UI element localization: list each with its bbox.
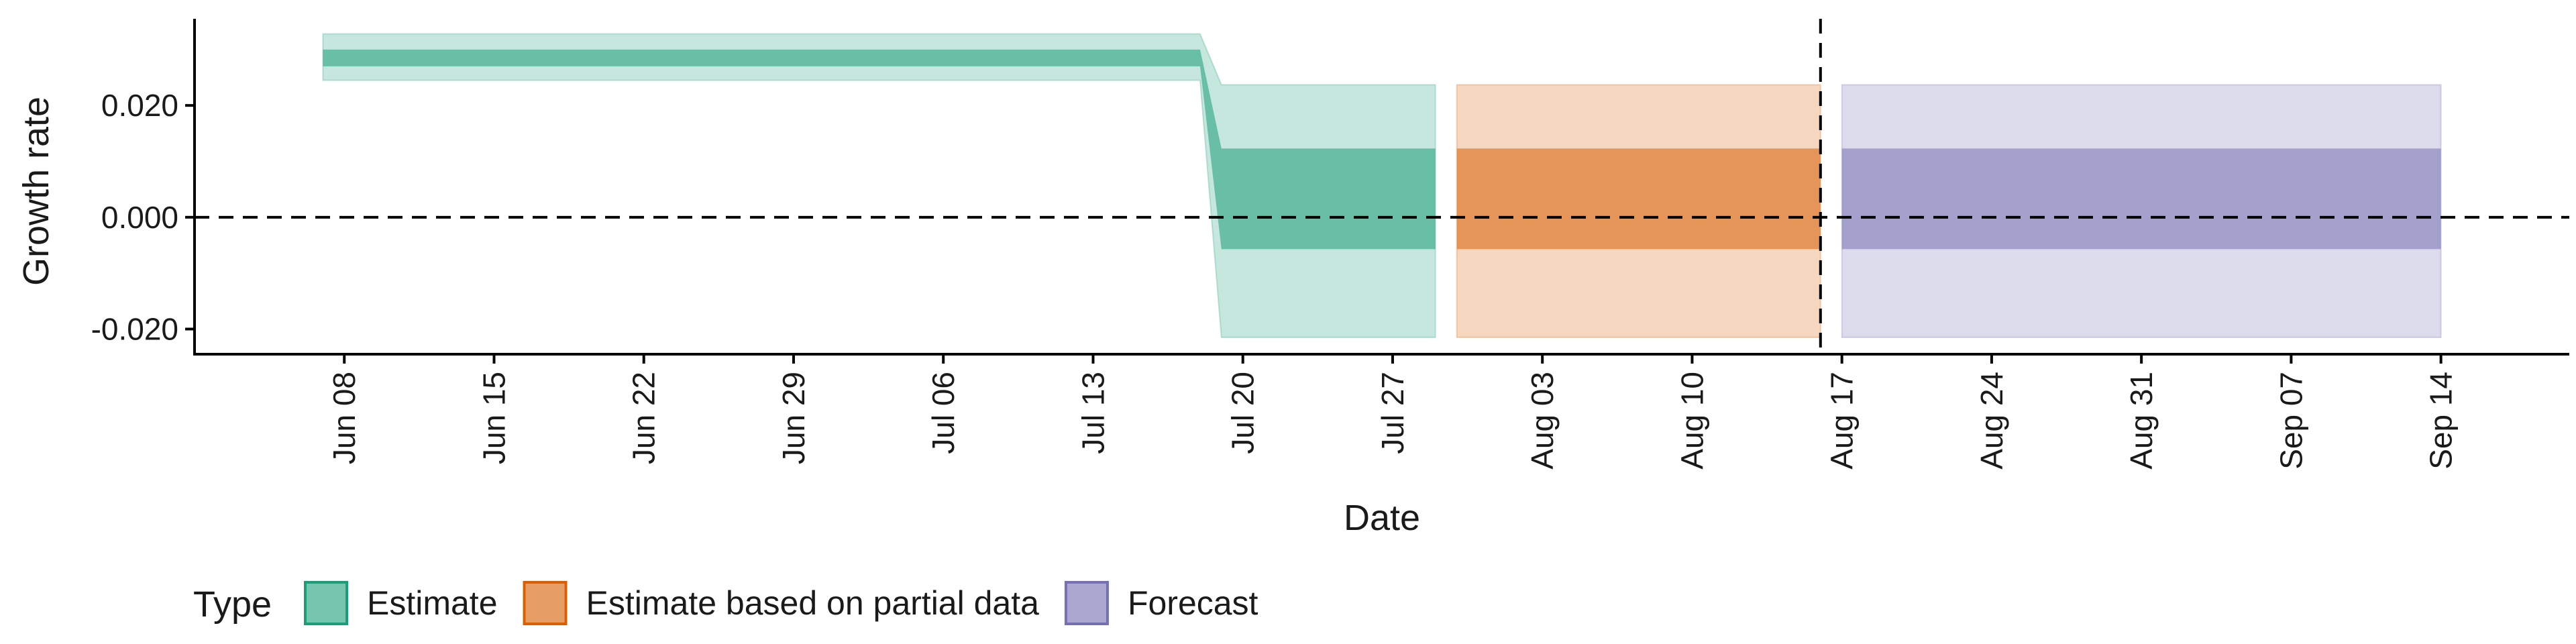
series-3 <box>1841 84 2442 338</box>
x-tick-label: Aug 03 <box>1525 372 1560 470</box>
x-axis-ticks: Jun 08 Jun 15 Jun 22 Jun 29 Jul 06 Jul 13 Jul … <box>327 354 2459 470</box>
x-tick-label: Jun 15 <box>476 372 511 464</box>
x-tick-label: Aug 31 <box>2124 372 2159 470</box>
x-axis-title: Date <box>1344 498 1420 538</box>
legend-label-2: Estimate based on partial data <box>586 584 1040 622</box>
x-tick-label: Jun 29 <box>776 372 811 464</box>
x-tick-label: Jul 06 <box>926 372 961 454</box>
series-2 <box>1456 84 1821 338</box>
bands <box>322 33 2442 338</box>
series-1 <box>322 33 1436 338</box>
plot-panel: -0.020 0.000 0.020 Jun 08 Jun 15 Jun 22 Jun 2… <box>91 19 2569 470</box>
legend-key-2 <box>523 581 568 625</box>
legend-label-1: Estimate <box>367 584 498 622</box>
x-tick-label: Aug 17 <box>1825 372 1860 470</box>
x-tick-label: Jul 27 <box>1375 372 1410 454</box>
y-axis-title: Growth rate <box>16 97 56 286</box>
x-tick-label: Jul 20 <box>1226 372 1260 454</box>
band-50-series-3 <box>1841 148 2441 250</box>
x-tick-label: Aug 10 <box>1674 372 1709 470</box>
x-tick-label: Sep 07 <box>2273 372 2308 470</box>
legend-items: Estimate Estimate based on partial data Fo… <box>304 581 1258 625</box>
y-tick-label: 0.000 <box>101 200 178 235</box>
x-tick-label: Sep 14 <box>2424 372 2459 470</box>
y-axis-ticks: -0.020 0.000 0.020 <box>91 88 195 347</box>
legend: Type Estimate Estimate based on partial d… <box>193 581 1258 625</box>
legend-label-3: Forecast <box>1128 584 1258 622</box>
x-tick-label: Aug 24 <box>1974 372 2009 470</box>
y-tick-label: -0.020 <box>91 312 178 347</box>
x-tick-label: Jun 22 <box>627 372 661 464</box>
band-50-series-1 <box>323 49 1436 250</box>
legend-key-1 <box>304 581 348 625</box>
legend-key-3 <box>1064 581 1109 625</box>
legend-title: Type <box>193 584 272 625</box>
y-tick-label: 0.020 <box>101 88 178 123</box>
x-tick-label: Jul 13 <box>1075 372 1110 454</box>
band-50-series-2 <box>1456 148 1821 250</box>
x-tick-label: Jun 08 <box>327 372 362 464</box>
